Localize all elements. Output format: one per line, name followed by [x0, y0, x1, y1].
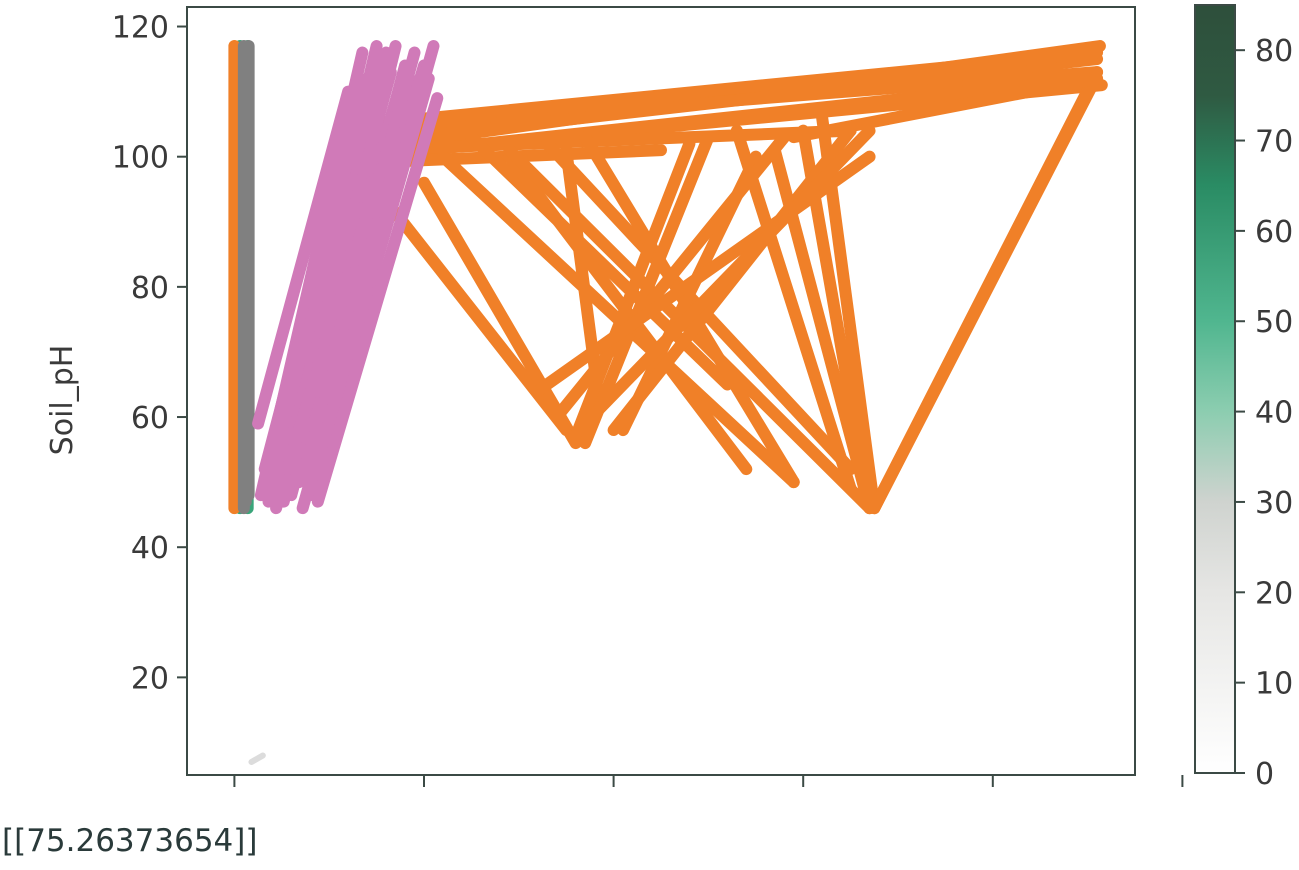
series-line-orange_band-5 — [361, 46, 1104, 131]
series-line-orange_band-18 — [579, 131, 715, 450]
y-axis-label: Soil_pH — [45, 345, 80, 456]
y-tick-label: 20 — [131, 661, 169, 696]
series-line-orange_band-3 — [351, 53, 1104, 150]
colorbar-tick-label: 30 — [1255, 486, 1293, 521]
series-line-orange_band-15 — [560, 144, 606, 411]
y-tick-label: 60 — [131, 401, 169, 436]
colorbar-tick-label: 70 — [1255, 125, 1293, 160]
series-line-pink_band-16 — [311, 92, 444, 508]
series-line-pink_band-0 — [252, 85, 355, 430]
series-line-orange_band-17 — [569, 137, 696, 443]
series-line-orange_band-7 — [361, 124, 857, 157]
series-line-orange_band-9 — [418, 176, 582, 450]
series-line-faint-0 — [248, 752, 266, 765]
series-line-orange_band-28 — [868, 79, 1099, 515]
colorbar-tick-label: 60 — [1255, 215, 1293, 250]
colorbar — [1194, 4, 1236, 774]
colorbar-tick-label: 80 — [1255, 34, 1293, 69]
colorbar-tick-label: 40 — [1255, 396, 1293, 431]
series-line-pink_band-15 — [308, 40, 440, 482]
series-line-orange_band-19 — [730, 124, 857, 495]
series-line-orange_band-29 — [579, 124, 876, 430]
y-tick-label: 100 — [112, 141, 169, 176]
x-axis-ticks — [233, 775, 1184, 787]
colorbar-tick-label: 0 — [1255, 757, 1274, 792]
plot-lines — [228, 40, 1108, 765]
plot-frame — [186, 6, 1136, 776]
y-tick-label: 80 — [131, 271, 169, 306]
series-line-orange_band-30 — [787, 72, 1104, 144]
colorbar-tick-label: 20 — [1255, 576, 1293, 611]
series-line-orange_band-22 — [550, 131, 791, 424]
y-tick-label: 40 — [131, 531, 169, 566]
colorbar-ticks: 0 10 20 30 40 50 60 70 80 — [1235, 34, 1293, 792]
y-tick-label: 120 — [112, 11, 169, 46]
y-axis-ticks: 20 40 60 80 100 120 — [112, 11, 187, 696]
colorbar-tick-label: 10 — [1255, 667, 1293, 702]
cell-output-text: [[75.26373654]] — [2, 823, 258, 859]
colorbar-tick-label: 50 — [1255, 305, 1293, 340]
